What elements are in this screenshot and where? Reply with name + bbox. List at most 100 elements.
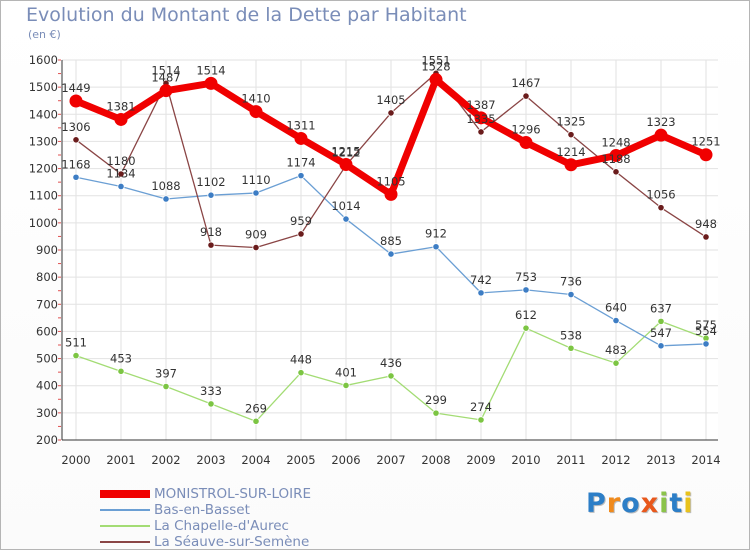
data-label: 1551 xyxy=(421,53,450,67)
data-point xyxy=(339,158,353,171)
data-label: 397 xyxy=(155,367,177,381)
logo-letter: P xyxy=(586,488,607,519)
line-chart: 200 300 400 500 600 700 800 900 1000 1100 1200 1300… xyxy=(29,53,721,467)
y-tick-label: 600 xyxy=(36,324,58,338)
data-label: 640 xyxy=(605,301,627,315)
data-point xyxy=(612,168,620,176)
data-label: 538 xyxy=(560,328,582,342)
y-tick-label: 500 xyxy=(36,352,58,366)
x-tick-label: 2011 xyxy=(556,453,585,467)
data-label: 948 xyxy=(695,217,717,231)
data-point xyxy=(162,195,170,203)
data-point xyxy=(609,149,623,163)
x-tick-label: 2001 xyxy=(106,453,135,467)
data-label: 918 xyxy=(200,225,222,239)
legend-label: Bas-en-Basset xyxy=(154,502,250,518)
data-point xyxy=(387,109,395,117)
data-label: 1174 xyxy=(286,156,315,170)
legend-item: La Séauve-sur-Semène xyxy=(100,534,400,550)
data-point xyxy=(474,111,488,125)
data-point xyxy=(612,359,620,367)
x-tick-label: 2000 xyxy=(61,453,90,467)
data-label: 742 xyxy=(470,273,492,287)
x-tick-label: 2008 xyxy=(421,453,450,467)
legend-label: La Chapelle-d'Aurec xyxy=(154,518,289,534)
data-point xyxy=(207,241,215,249)
data-point xyxy=(522,286,530,294)
data-point xyxy=(162,382,170,391)
logo-letter: o xyxy=(621,488,641,519)
data-point xyxy=(567,131,575,139)
x-tick-label: 2010 xyxy=(511,453,540,467)
data-point xyxy=(342,381,350,390)
data-point xyxy=(702,340,710,348)
data-point xyxy=(159,84,173,98)
y-tick-label: 800 xyxy=(36,270,58,284)
data-label: 1168 xyxy=(61,157,90,171)
data-label: 1212 xyxy=(331,145,360,159)
data-point xyxy=(297,369,305,377)
chart-unit: (en €) xyxy=(28,28,61,41)
y-tick-label: 1100 xyxy=(29,189,58,203)
data-label: 1214 xyxy=(556,145,585,159)
data-label: 909 xyxy=(245,228,267,242)
x-tick-label: 2012 xyxy=(601,453,630,467)
data-point xyxy=(522,92,530,100)
logo-letter: i xyxy=(659,488,670,519)
data-point xyxy=(522,324,530,332)
data-point xyxy=(252,243,260,252)
data-label: 575 xyxy=(695,318,717,332)
data-label: 1335 xyxy=(466,112,495,126)
data-point xyxy=(207,191,215,199)
legend-swatch xyxy=(100,525,150,527)
legend-label: La Séauve-sur-Semène xyxy=(154,534,310,550)
data-label: 885 xyxy=(380,234,402,248)
data-label: 1110 xyxy=(241,173,270,187)
proxiti-logo: Proxiti xyxy=(586,488,694,519)
data-label: 1449 xyxy=(61,81,90,95)
data-point xyxy=(297,230,305,238)
data-point xyxy=(117,182,125,191)
data-point xyxy=(384,187,398,201)
y-tick-label: 1400 xyxy=(29,107,58,121)
data-label: 1514 xyxy=(151,63,180,77)
data-point xyxy=(294,131,308,145)
data-point xyxy=(252,189,260,197)
data-point xyxy=(564,158,578,172)
y-tick-label: 200 xyxy=(36,433,58,447)
data-label: 1251 xyxy=(691,135,720,149)
data-label: 1215 xyxy=(331,145,360,159)
data-point xyxy=(72,173,80,181)
x-tick-label: 2006 xyxy=(331,453,360,467)
data-label: 448 xyxy=(290,353,312,367)
data-label: 1323 xyxy=(646,115,675,129)
x-tick-label: 2014 xyxy=(691,453,720,467)
data-point xyxy=(429,73,443,87)
data-label: 912 xyxy=(425,227,447,241)
data-label: 554 xyxy=(695,324,717,338)
data-label: 1056 xyxy=(646,188,675,202)
chart-title: Evolution du Montant de la Dette par Hab… xyxy=(26,4,467,26)
data-label: 274 xyxy=(470,400,492,414)
data-point xyxy=(519,136,533,150)
data-point xyxy=(477,128,485,136)
data-label: 436 xyxy=(380,356,402,370)
data-point xyxy=(252,417,260,425)
data-point xyxy=(432,243,440,251)
data-label: 1088 xyxy=(151,179,180,193)
y-tick-label: 900 xyxy=(36,243,58,257)
data-label: 1467 xyxy=(511,76,540,90)
data-point xyxy=(477,416,485,424)
legend-swatch xyxy=(100,541,150,543)
legend-swatch xyxy=(100,509,150,511)
data-label: 453 xyxy=(110,351,132,365)
data-point xyxy=(342,215,350,223)
data-point xyxy=(387,372,395,380)
data-label: 547 xyxy=(650,326,672,340)
y-tick-label: 1000 xyxy=(29,216,58,230)
data-label: 511 xyxy=(65,336,87,350)
data-point xyxy=(72,351,80,360)
y-tick-label: 1500 xyxy=(29,80,58,94)
y-tick-label: 700 xyxy=(36,297,58,311)
data-label: 401 xyxy=(335,365,357,379)
